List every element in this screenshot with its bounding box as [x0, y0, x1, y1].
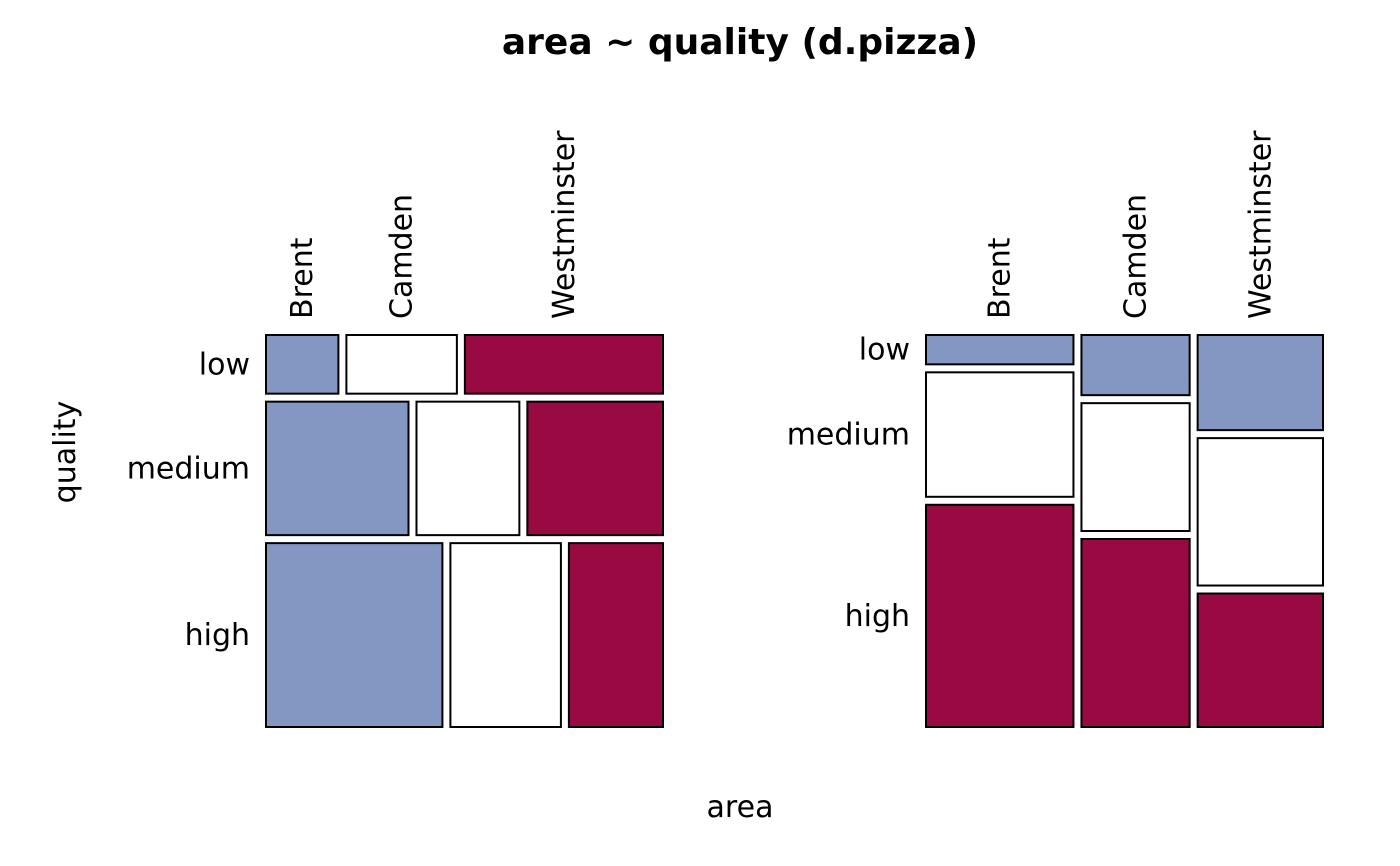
mosaic-cell-low-brent: [265, 334, 340, 395]
mosaic-cell-high-brent: [265, 542, 444, 729]
col-label-camden: Camden: [1119, 194, 1154, 319]
col-label-camden: Camden: [385, 194, 420, 319]
row-label-high: high: [185, 618, 250, 653]
row-label-low: low: [199, 347, 250, 382]
col-label-westminster: Westminster: [1243, 130, 1278, 319]
mosaic-cell-westminster-medium: [1196, 437, 1325, 587]
mosaic-cell-medium-camden: [415, 400, 521, 537]
row-label-low: low: [859, 333, 910, 368]
mosaic-cell-westminster-high: [1196, 592, 1325, 729]
col-label-brent: Brent: [983, 237, 1018, 319]
chart-title: area ~ quality (d.pizza): [502, 22, 978, 63]
mosaic-cell-low-westminster: [463, 334, 664, 395]
mosaic-cell-westminster-low: [1196, 334, 1325, 432]
y-axis-label: quality: [48, 401, 83, 504]
mosaic-cell-brent-high: [925, 503, 1075, 728]
col-label-brent: Brent: [285, 237, 320, 319]
mosaic-panel-by-quality: low medium high Brent Camden Westminster: [127, 130, 665, 729]
mosaic-cell-camden-medium: [1080, 402, 1191, 532]
mosaic-cell-brent-medium: [925, 371, 1075, 498]
col-label-westminster: Westminster: [547, 130, 582, 319]
mosaic-cell-brent-low: [925, 334, 1075, 366]
mosaic-panel-by-area: Brent Camden Westminster low medium high: [787, 130, 1325, 729]
x-axis-label: area: [707, 790, 774, 825]
mosaic-cell-low-camden: [345, 334, 458, 395]
mosaic-cell-camden-low: [1080, 334, 1191, 397]
row-label-high: high: [845, 599, 910, 634]
row-label-medium: medium: [787, 418, 910, 453]
row-label-medium: medium: [127, 451, 250, 486]
mosaic-cell-high-camden: [449, 542, 562, 729]
mosaic-cell-high-westminster: [567, 542, 665, 729]
mosaic-cell-camden-high: [1080, 538, 1191, 728]
mosaic-cell-medium-westminster: [526, 400, 664, 537]
mosaic-cell-medium-brent: [265, 400, 410, 537]
